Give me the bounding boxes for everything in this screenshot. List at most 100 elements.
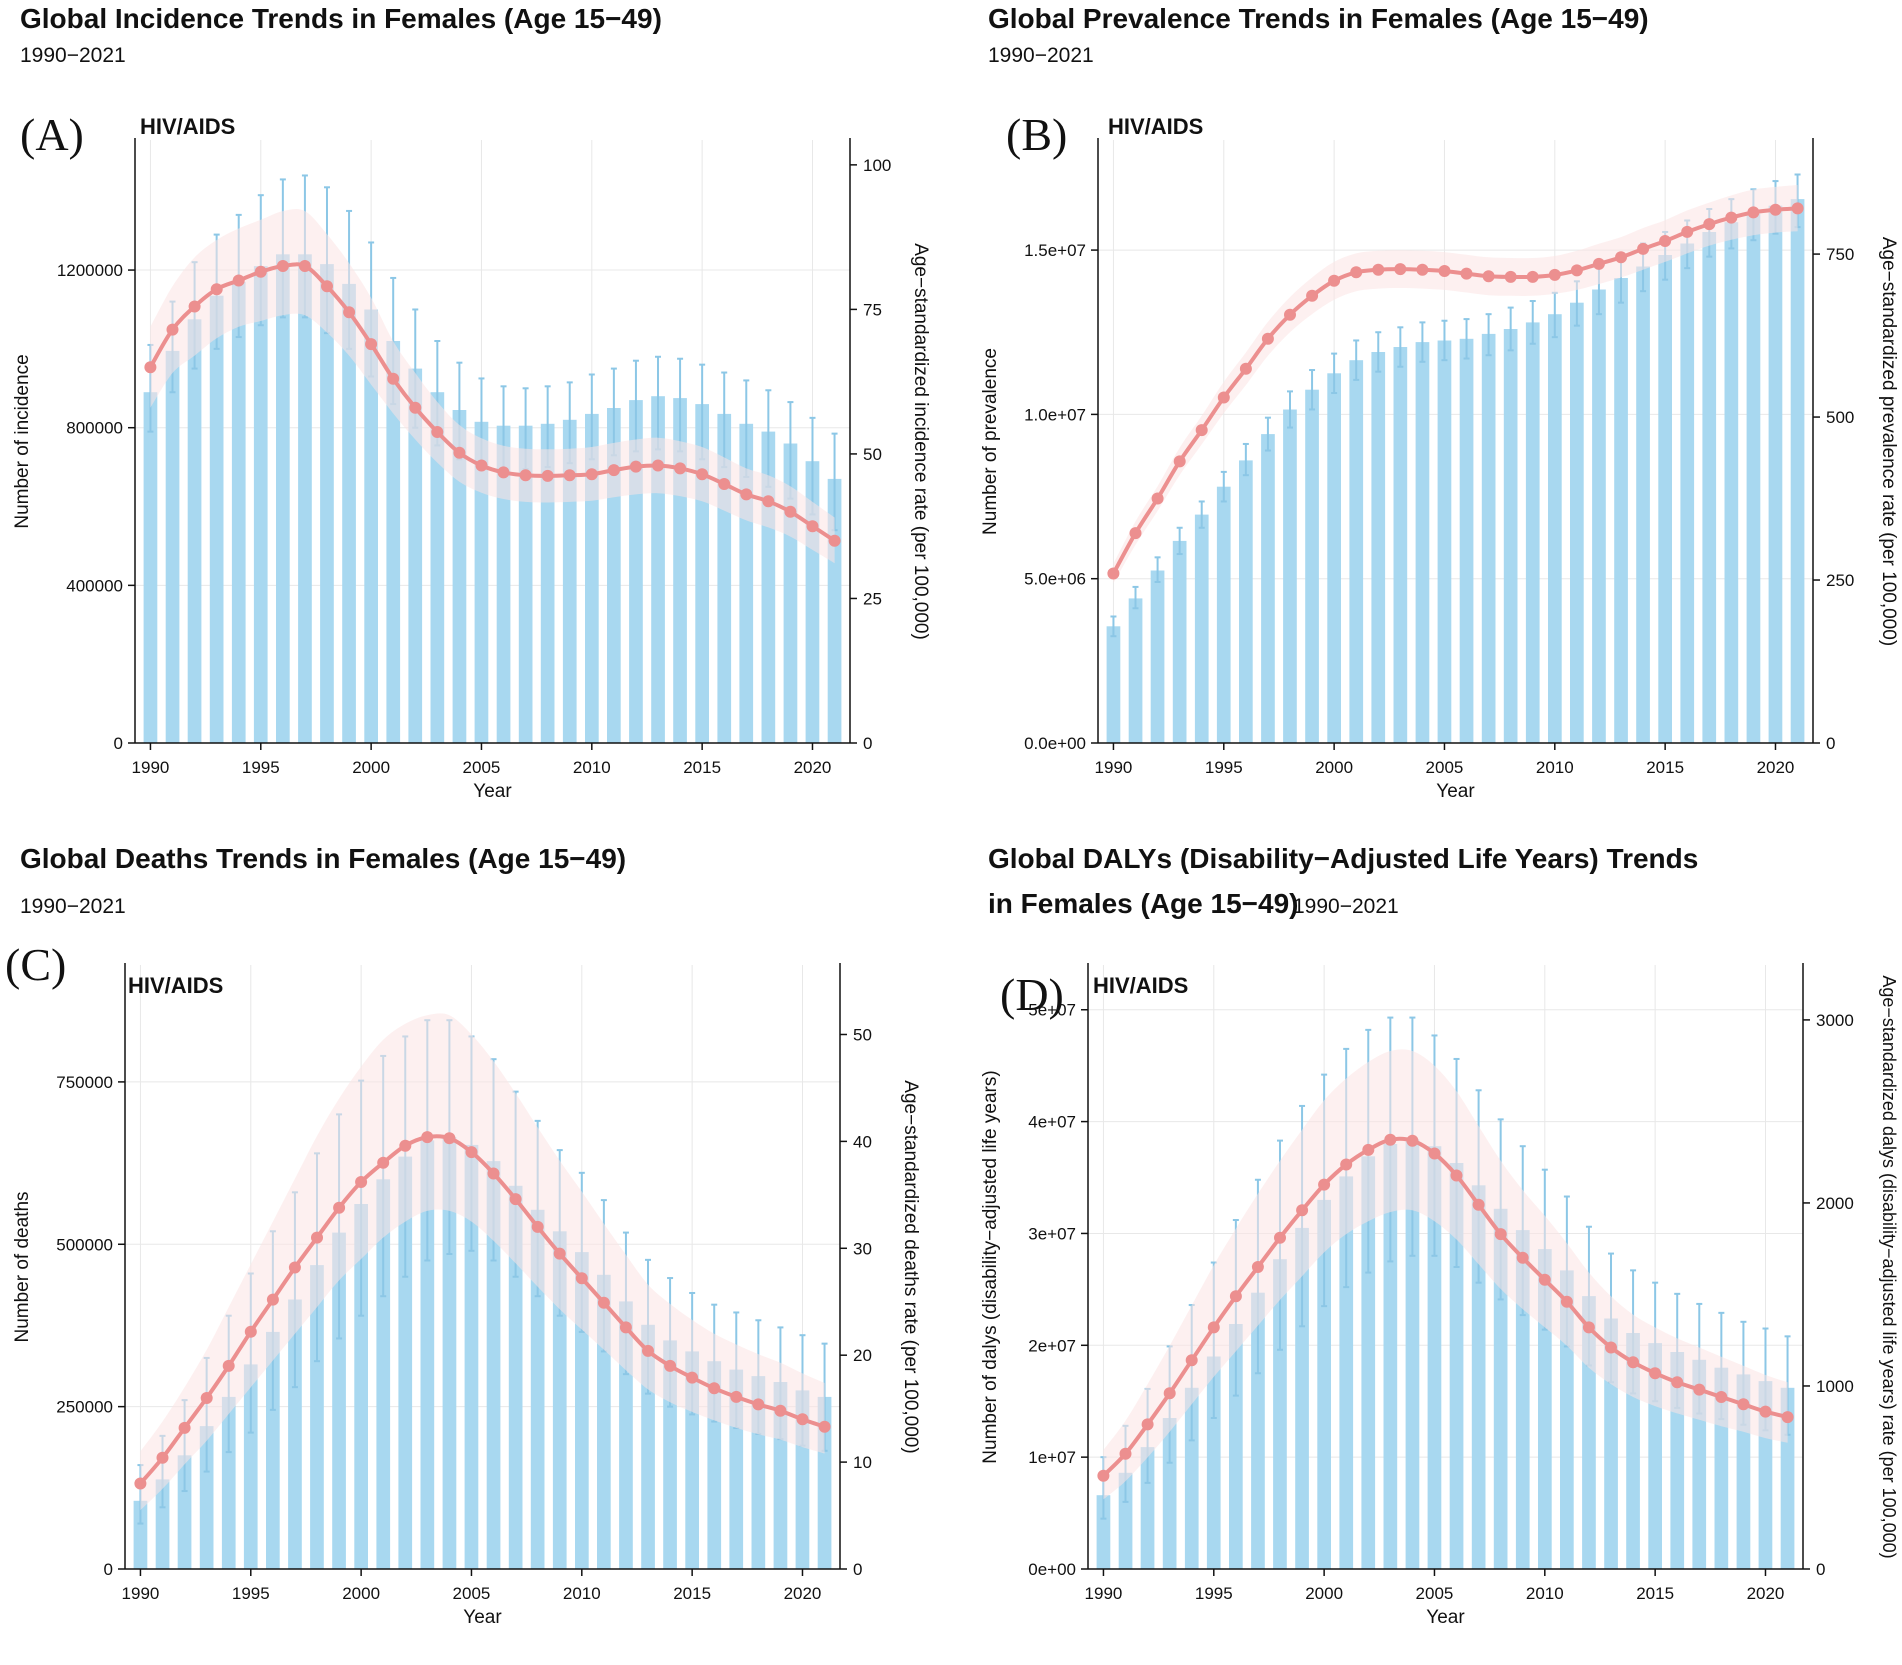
chart-d: Global DALYs (Disability−Adjusted Life Y…: [980, 843, 1899, 1628]
bar-1998: [1283, 409, 1297, 743]
x-axis-label: Year: [463, 1607, 502, 1628]
rate-point-1991: [166, 323, 179, 336]
bar-2016: [1680, 243, 1695, 743]
rate-point-2013: [652, 459, 664, 472]
rate-points: [134, 1131, 831, 1490]
rate-point-2021: [828, 534, 841, 547]
rate-point-2012: [629, 460, 642, 473]
rate-point-1991: [1129, 527, 1142, 540]
rate-points: [1097, 1133, 1794, 1482]
right-tick-label: 40: [853, 1132, 872, 1151]
bar-2001: [376, 1179, 391, 1569]
x-tick-label: 2005: [1426, 758, 1464, 777]
bar-2001: [1339, 1176, 1354, 1569]
bar-2020: [1768, 205, 1783, 743]
right-tick-label: 75: [863, 300, 882, 319]
bar-2008: [540, 423, 555, 743]
bar-1991: [1118, 1472, 1133, 1569]
rate-point-2007: [519, 469, 532, 482]
axes: [128, 138, 857, 750]
rate-point-2000: [1318, 1178, 1331, 1191]
rate-point-2009: [563, 469, 576, 482]
bar-2003: [420, 1140, 435, 1569]
bar-2001: [386, 341, 401, 743]
bar-2015: [1658, 255, 1672, 743]
rate-point-1996: [276, 260, 289, 272]
right-tick-label: 2000: [1816, 1194, 1854, 1213]
bar-2002: [398, 1156, 413, 1569]
bar-1996: [1239, 460, 1253, 743]
y-axis-label-left: Number of prevalence: [980, 348, 1001, 535]
rate-point-1995: [1207, 1321, 1220, 1334]
bar-2002: [1361, 1156, 1376, 1569]
chart-title: in Females (Age 15−49): [988, 888, 1298, 919]
right-tick-label: 500: [1826, 408, 1854, 427]
error-bar-1997: [1264, 416, 1271, 452]
rate-point-2021: [818, 1420, 831, 1433]
rate-point-2003: [421, 1131, 434, 1144]
rate-point-1996: [1239, 362, 1252, 375]
bar-2003: [1393, 347, 1408, 743]
x-tick-label: 2015: [1646, 758, 1684, 777]
bar-1996: [276, 254, 290, 744]
rate-point-2017: [1703, 218, 1716, 231]
left-tick-label: 4e+07: [1028, 1113, 1076, 1132]
rate-point-2013: [1615, 251, 1627, 264]
bar-2005: [464, 1144, 479, 1569]
panel-incidence: Global Incidence Trends in Females (Age …: [0, 0, 950, 832]
panel-letter: (A): [20, 109, 84, 160]
rate-point-2015: [696, 468, 709, 481]
left-tick-label: 0.0e+00: [1024, 734, 1086, 753]
rate-point-2000: [355, 1176, 368, 1188]
bar-1997: [1251, 1292, 1265, 1569]
right-tick-label: 3000: [1816, 1011, 1854, 1030]
rate-point-2003: [431, 426, 444, 438]
bar-2007: [518, 425, 533, 743]
rate-points: [144, 260, 841, 547]
panel-letter: (C): [5, 939, 66, 990]
rate-point-2015: [1649, 1367, 1662, 1380]
chart-b: Global Prevalence Trends in Females (Age…: [980, 3, 1899, 802]
x-tick-label: 2000: [1315, 758, 1353, 777]
bar-1997: [298, 254, 312, 744]
bar-error-series: [1110, 173, 1801, 638]
bar-1990: [143, 392, 158, 743]
right-tick-label: 50: [853, 1025, 872, 1044]
rate-point-2014: [674, 462, 687, 475]
x-tick-label: 1990: [1085, 1584, 1123, 1603]
bar-2005: [474, 421, 489, 743]
rate-point-2016: [718, 478, 731, 490]
rate-point-2010: [585, 468, 598, 481]
bar-1990: [133, 1500, 148, 1569]
rate-confidence-band: [1113, 185, 1798, 584]
left-tick-label: 0: [114, 734, 123, 753]
rate-point-1997: [1261, 332, 1274, 345]
rate-point-2019: [1737, 1398, 1750, 1411]
panel-dalys: Global DALYs (Disability−Adjusted Life Y…: [968, 833, 1902, 1665]
rate-points: [1107, 202, 1804, 580]
bar-1992: [1150, 570, 1165, 743]
bar-2007: [508, 1185, 523, 1569]
right-tick-label: 0: [863, 734, 872, 753]
rate-point-2012: [1582, 1321, 1595, 1334]
bar-2007: [1481, 333, 1496, 743]
x-tick-label: 2010: [1536, 758, 1574, 777]
rate-point-2011: [1570, 264, 1583, 277]
error-bar-1991: [1132, 585, 1139, 610]
bar-2007: [1471, 1185, 1486, 1569]
bar-2018: [1724, 222, 1739, 743]
x-tick-label: 2020: [784, 1584, 822, 1603]
rate-confidence-band: [140, 1013, 825, 1511]
rate-point-2015: [686, 1371, 699, 1384]
x-tick-label: 1990: [122, 1584, 160, 1603]
rate-point-1992: [1141, 1418, 1154, 1431]
x-tick-label: 1995: [232, 1584, 270, 1603]
y-axis-label-right: Age−standardized prevalence rate (per 10…: [1878, 237, 1899, 646]
chart-a: Global Incidence Trends in Females (Age …: [12, 3, 931, 802]
x-tick-label: 2000: [352, 758, 390, 777]
bar-2008: [1503, 329, 1518, 743]
left-tick-label: 0: [104, 1560, 113, 1579]
error-bar-2002: [1375, 331, 1382, 373]
rate-confidence-band: [1103, 1049, 1788, 1500]
rate-point-2018: [752, 1398, 765, 1411]
